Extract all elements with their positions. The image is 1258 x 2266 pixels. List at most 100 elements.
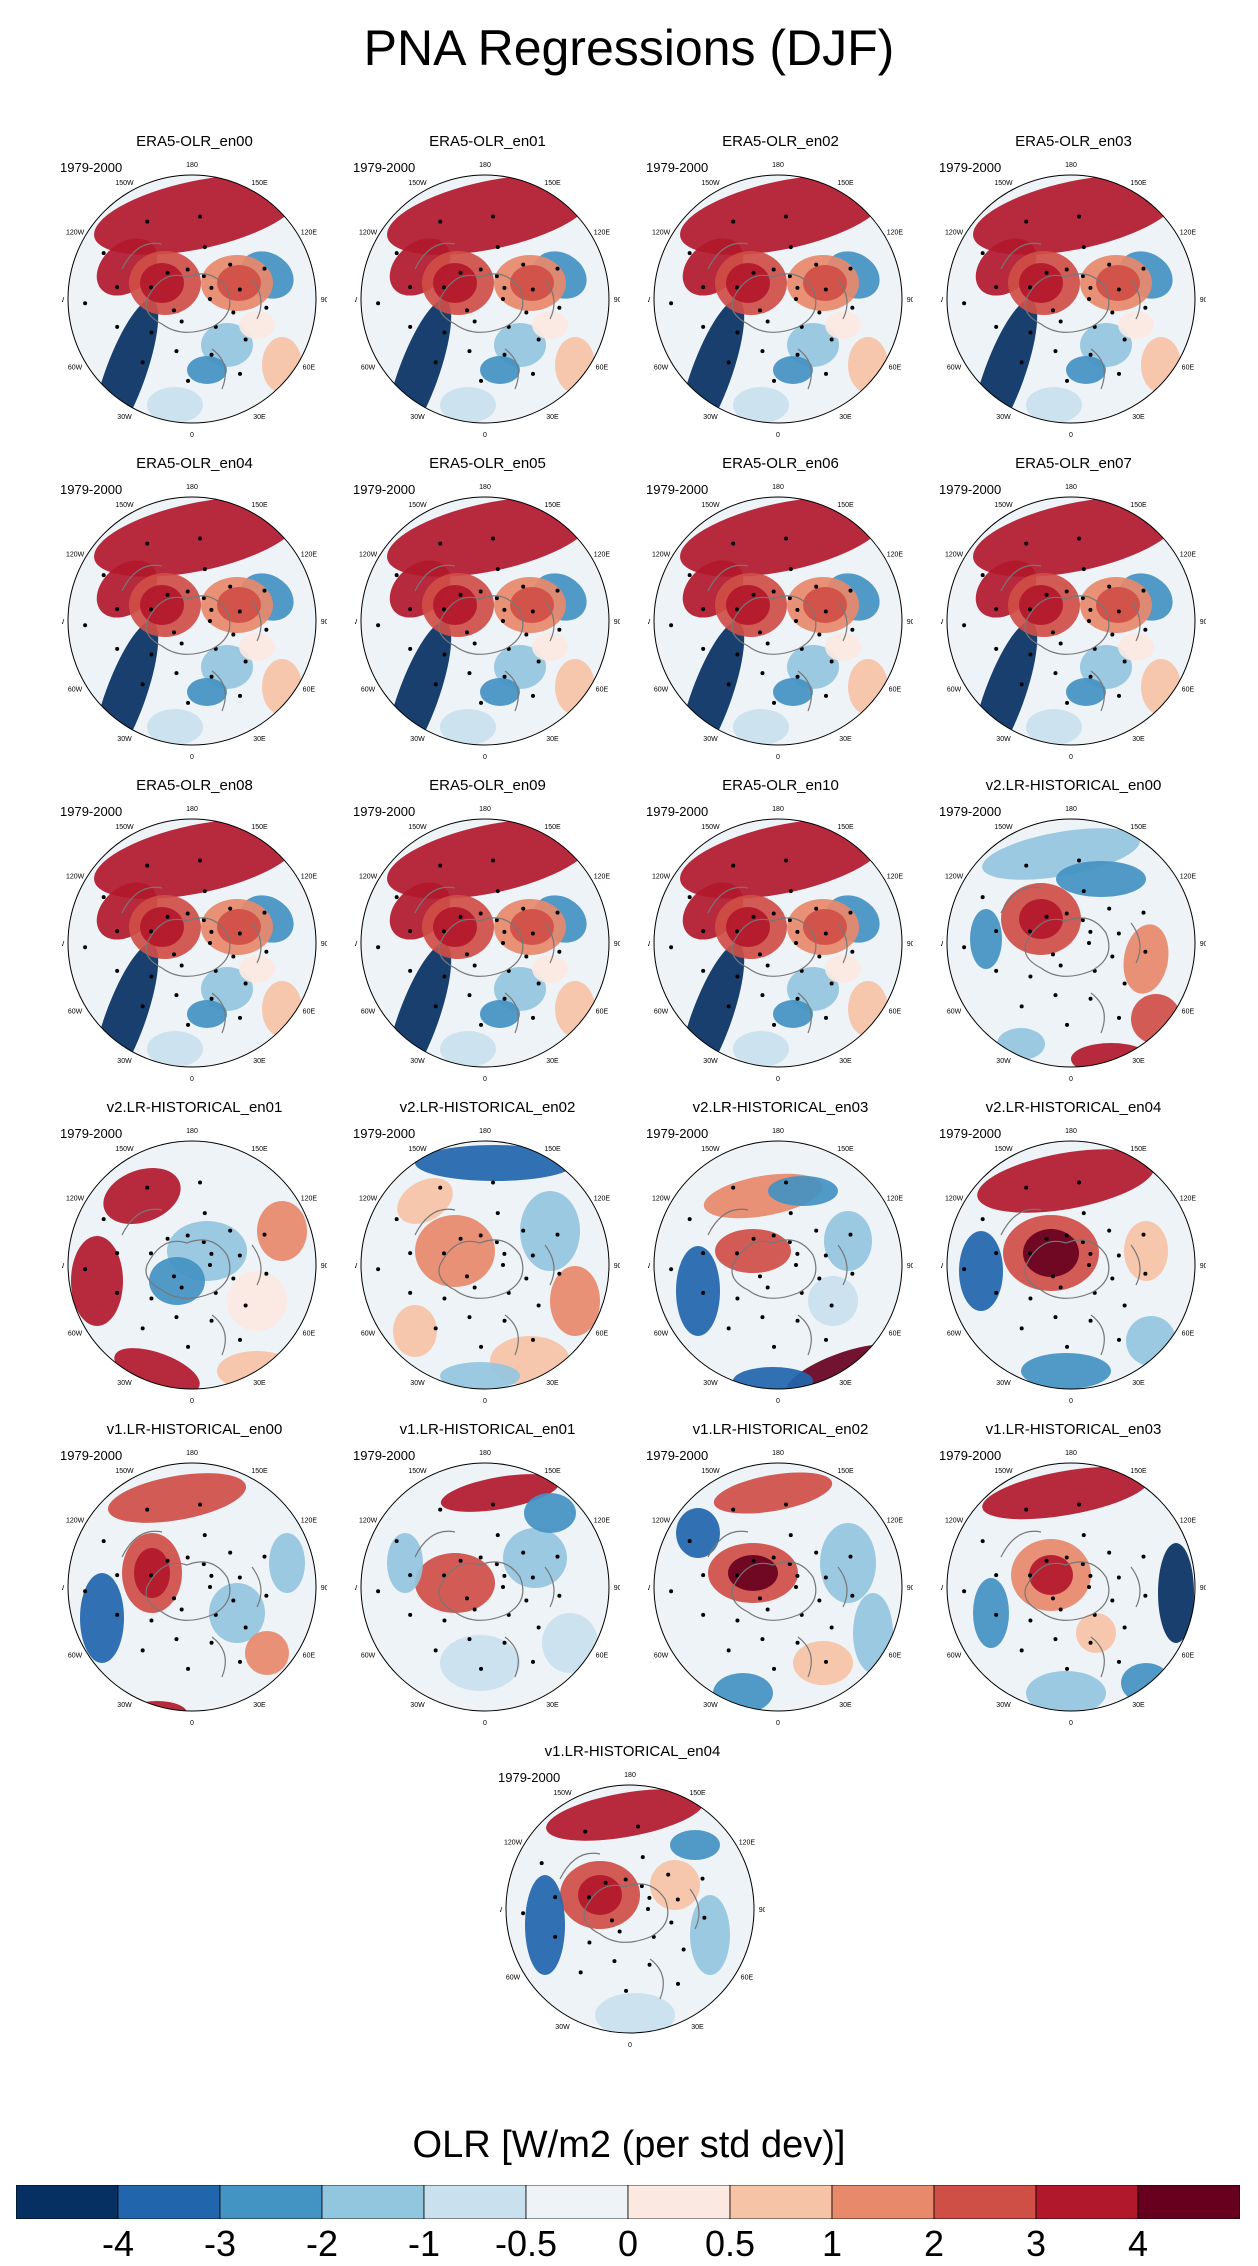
significance-dot: [502, 674, 507, 679]
significance-dot: [433, 1648, 438, 1653]
significance-dot: [765, 1607, 770, 1612]
coastline: [121, 242, 262, 390]
longitude-label: 150E: [251, 180, 268, 187]
map-boundary: [653, 1140, 903, 1390]
significance-dot: [701, 1612, 706, 1617]
olr-contour-region: [245, 1631, 289, 1675]
significance-dot: [726, 682, 731, 687]
longitude-label: 60W: [654, 687, 669, 694]
olr-contour-region: [680, 497, 886, 577]
longitude-label: 60E: [889, 1009, 902, 1016]
significance-dot: [669, 301, 674, 306]
longitude-label: 120E: [887, 552, 904, 559]
olr-contour-region: [524, 1493, 576, 1533]
significance-dot: [494, 1562, 499, 1567]
significance-dot: [1141, 1554, 1146, 1559]
map-boundary: [946, 818, 1196, 1068]
longitude-label: 60W: [654, 365, 669, 372]
coastline: [414, 564, 555, 712]
olr-contour-region: [676, 1508, 720, 1558]
olr-contour-region: [532, 955, 568, 983]
significance-dot: [174, 349, 179, 354]
significance-dot: [201, 1562, 206, 1567]
significance-dot: [501, 619, 505, 623]
longitude-label: 120W: [359, 1196, 378, 1203]
coastline: [145, 1561, 231, 1621]
significance-dot: [784, 536, 789, 541]
significance-dot: [994, 929, 999, 934]
significance-dot: [174, 1315, 179, 1320]
longitude-label: 180: [1065, 484, 1077, 491]
colorbar-tick-label: -4: [101, 2223, 135, 2264]
longitude-label: 90E: [321, 297, 327, 304]
significance-dot: [980, 1217, 985, 1222]
significance-dot: [531, 1015, 535, 1020]
olr-contour-region: [147, 709, 203, 745]
longitude-label: 60W: [361, 1331, 376, 1338]
significance-dot: [1110, 1598, 1115, 1603]
significance-dot: [555, 1554, 560, 1559]
significance-dot: [751, 1236, 756, 1241]
significance-dot: [1107, 1550, 1112, 1555]
olr-contour-region: [140, 585, 184, 625]
olr-contour-region: [825, 311, 861, 339]
longitude-label: 60E: [303, 365, 316, 372]
longitude-label: 180: [1065, 1450, 1077, 1457]
significance-dot: [735, 652, 740, 657]
olr-contour-region: [595, 1993, 675, 2033]
longitude-label: 0: [776, 432, 780, 439]
significance-dot: [771, 589, 776, 594]
significance-dot: [1024, 863, 1029, 868]
significance-dot: [555, 588, 560, 593]
significance-dot: [408, 929, 413, 934]
longitude-label: 180: [1065, 1128, 1077, 1135]
longitude-label: 60E: [596, 1331, 609, 1338]
period-label: 1979-2000: [646, 482, 709, 497]
longitude-label: 30W: [996, 1702, 1011, 1709]
significance-dot: [442, 652, 447, 657]
colorbar-swatch: [831, 2185, 935, 2219]
longitude-label: 30W: [117, 1702, 132, 1709]
significance-dot: [464, 630, 469, 635]
period-label: 1979-2000: [353, 1448, 416, 1463]
olr-contour-region: [433, 585, 477, 625]
significance-dot: [788, 889, 793, 894]
longitude-label: 150E: [837, 180, 854, 187]
significance-dot: [765, 319, 770, 324]
olr-contour-region: [1029, 1555, 1073, 1595]
olr-contour-region: [733, 387, 789, 423]
significance-dot: [530, 1253, 535, 1258]
significance-dot: [765, 641, 770, 646]
map-panel: ERA5-OLR_en05 180 150E 120E 90E 60E 30E 0 30W 60W…: [353, 455, 620, 765]
olr-contour-region: [257, 1201, 307, 1261]
olr-contour-region: [713, 1472, 833, 1514]
map-panel: v2.LR-HISTORICAL_en04 180 150E 120E 90E 60E 30…: [939, 1099, 1206, 1409]
significance-dot: [731, 863, 736, 868]
olr-contour-region: [397, 1178, 453, 1224]
olr-contour-region: [997, 1028, 1045, 1060]
coastline: [707, 1530, 848, 1678]
panel-title: v1.LR-HISTORICAL_en01: [399, 1421, 576, 1438]
olr-contour-region: [494, 967, 546, 1011]
significance-dot: [701, 1290, 706, 1295]
map-panel: v1.LR-HISTORICAL_en01 180 150E 120E 90E 60E 30…: [353, 1421, 620, 1731]
longitude-label: 90E: [321, 619, 327, 626]
significance-dot: [101, 895, 106, 900]
longitude-label: 30E: [253, 736, 266, 743]
significance-dot: [760, 349, 765, 354]
significance-dot: [1019, 1004, 1024, 1009]
significance-dot: [502, 1318, 507, 1323]
significance-dot: [701, 285, 706, 290]
longitude-label: 180: [772, 806, 784, 813]
olr-contour-region: [1131, 994, 1181, 1044]
map-boundary: [653, 818, 903, 1068]
polar-map: 180 150E 120E 90E 60E 30E 0 30W 60W 90W 120W 150W: [941, 1128, 1206, 1405]
significance-dot: [478, 589, 483, 594]
olr-contour-region: [201, 967, 253, 1011]
significance-dot: [231, 1598, 236, 1603]
period-label: 1979-2000: [60, 804, 123, 819]
significance-dot: [1110, 954, 1115, 959]
significance-dot: [980, 1539, 985, 1544]
significance-dot: [501, 1585, 505, 1589]
longitude-label: 0: [190, 432, 194, 439]
